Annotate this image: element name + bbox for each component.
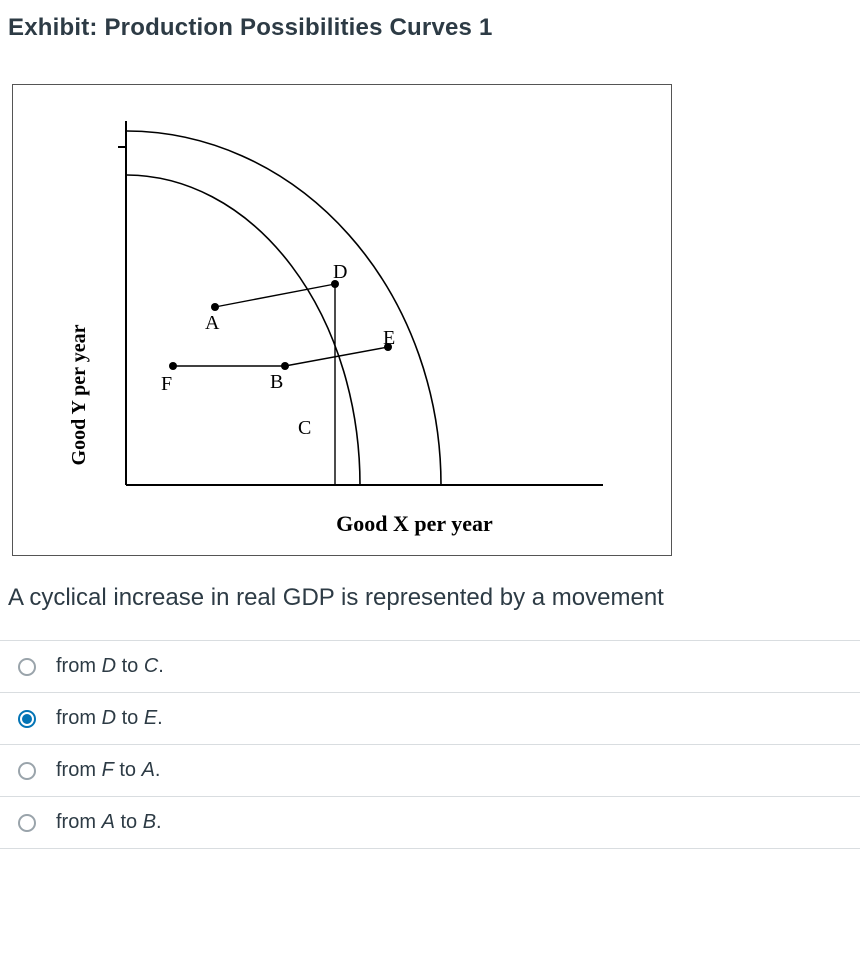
option-row-1[interactable]: from D to E. xyxy=(0,692,860,744)
option-row-0[interactable]: from D to C. xyxy=(0,640,860,692)
svg-text:B: B xyxy=(270,371,283,393)
option-radio-0[interactable] xyxy=(18,658,36,676)
exhibit-title: Exhibit: Production Possibilities Curves… xyxy=(0,0,860,56)
ppc-chart: A B D E F C Good Y per year Good X per year xyxy=(13,85,671,555)
option-row-3[interactable]: from A to B. xyxy=(0,796,860,849)
options-list: from D to C. from D to E. from F to A. from… xyxy=(0,640,860,849)
option-label-1: from D to E. xyxy=(56,707,163,730)
figure-container: A B D E F C Good Y per year Good X per year xyxy=(12,84,672,556)
question-text: A cyclical increase in real GDP is repre… xyxy=(0,556,860,630)
option-radio-2[interactable] xyxy=(18,762,36,780)
svg-text:D: D xyxy=(333,261,347,283)
option-label-0: from D to C. xyxy=(56,655,164,678)
option-label-3: from A to B. xyxy=(56,811,162,834)
option-radio-3[interactable] xyxy=(18,814,36,832)
option-row-2[interactable]: from F to A. xyxy=(0,744,860,796)
svg-text:F: F xyxy=(161,373,172,395)
option-radio-1[interactable] xyxy=(18,710,36,728)
y-axis-label: Good Y per year xyxy=(68,324,90,465)
svg-text:E: E xyxy=(383,327,395,349)
svg-text:A: A xyxy=(205,312,220,334)
svg-text:C: C xyxy=(298,417,311,439)
option-label-2: from F to A. xyxy=(56,759,160,782)
x-axis-label: Good X per year xyxy=(336,511,493,536)
